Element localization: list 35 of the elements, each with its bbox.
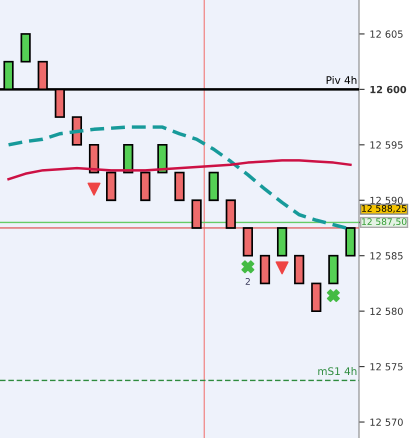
y-tick-label: 12 590 xyxy=(370,196,403,204)
y-tick-label: 12 575 xyxy=(370,363,403,370)
candlestick xyxy=(106,172,116,202)
candlestick xyxy=(294,254,304,284)
candlestick xyxy=(20,33,31,62)
ref-line-label: mS1 4h xyxy=(318,367,356,376)
candlestick xyxy=(345,227,356,257)
annotation: 2 xyxy=(246,278,250,285)
line-series xyxy=(7,159,352,180)
candlestick xyxy=(123,144,134,174)
candlestick xyxy=(311,282,322,312)
y-tick-label: 12 600 xyxy=(370,86,406,94)
text: 12 587,50 xyxy=(362,218,406,226)
y-tick-label: 12 570 xyxy=(370,418,403,426)
y-tick-label: 12 585 xyxy=(370,252,403,260)
candlestick xyxy=(174,172,185,202)
candlestick xyxy=(276,227,288,257)
point xyxy=(276,261,289,274)
text: 12 588,25 xyxy=(362,205,406,213)
y-tick-label: 12 580 xyxy=(370,308,403,315)
candlestick xyxy=(140,172,150,202)
candlestick xyxy=(260,254,270,284)
candlestick xyxy=(88,144,100,174)
ref-line-label: Piv 4h xyxy=(326,76,356,84)
point xyxy=(326,289,340,302)
candlestick xyxy=(208,172,219,202)
point xyxy=(88,182,101,196)
candlestick xyxy=(242,227,253,257)
candlestick xyxy=(191,199,202,229)
y-tick-label: 12 605 xyxy=(370,30,403,38)
y-tick-label: 12 595 xyxy=(370,141,403,149)
candlestick xyxy=(226,199,236,229)
point xyxy=(241,260,254,274)
candlestick xyxy=(328,254,338,284)
candlestick xyxy=(157,144,168,174)
